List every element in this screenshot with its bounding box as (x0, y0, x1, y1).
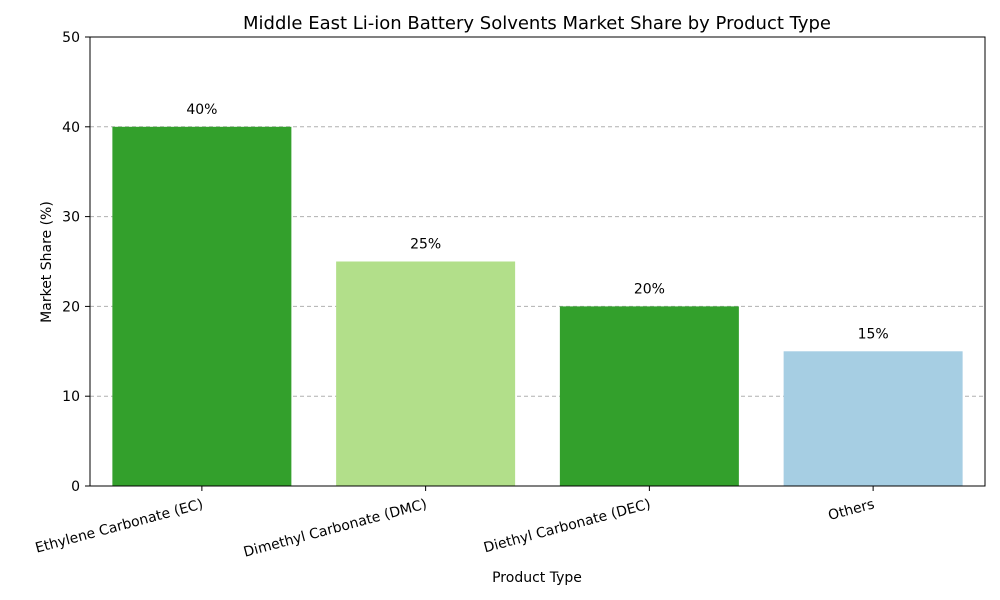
x-tick-label: Diethyl Carbonate (DEC) (482, 496, 652, 556)
bar-value-label: 40% (186, 102, 217, 118)
bar (783, 351, 963, 486)
bars (112, 126, 963, 487)
bar-value-label: 25% (410, 237, 441, 253)
plot-frame (89, 36, 986, 487)
x-axis-label: Product Type (492, 570, 582, 586)
x-axis: Ethylene Carbonate (EC) Dimethyl Carbonat… (34, 486, 877, 561)
bar (559, 306, 739, 486)
y-tick-label: 0 (71, 479, 80, 495)
y-axis-label: Market Share (%) (39, 201, 55, 323)
bar-value-label: 20% (634, 281, 665, 297)
bar (112, 126, 292, 487)
bar-value-label: 15% (858, 326, 889, 342)
y-tick-label: 40 (62, 120, 80, 136)
x-tick-label: Ethylene Carbonate (EC) (34, 496, 205, 556)
y-tick-label: 30 (62, 210, 80, 226)
bar (336, 261, 516, 486)
x-tick-label: Dimethyl Carbonate (DMC) (242, 496, 429, 560)
y-tick-label: 50 (62, 30, 80, 46)
y-axis: 0 10 20 30 40 50 (62, 30, 90, 495)
x-tick-label: Others (827, 496, 877, 524)
y-tick-label: 10 (62, 389, 80, 405)
chart-title: Middle East Li-ion Battery Solvents Mark… (243, 13, 831, 34)
value-labels: 40% 25% 20% 15% (186, 102, 888, 342)
y-tick-label: 20 (62, 299, 80, 315)
